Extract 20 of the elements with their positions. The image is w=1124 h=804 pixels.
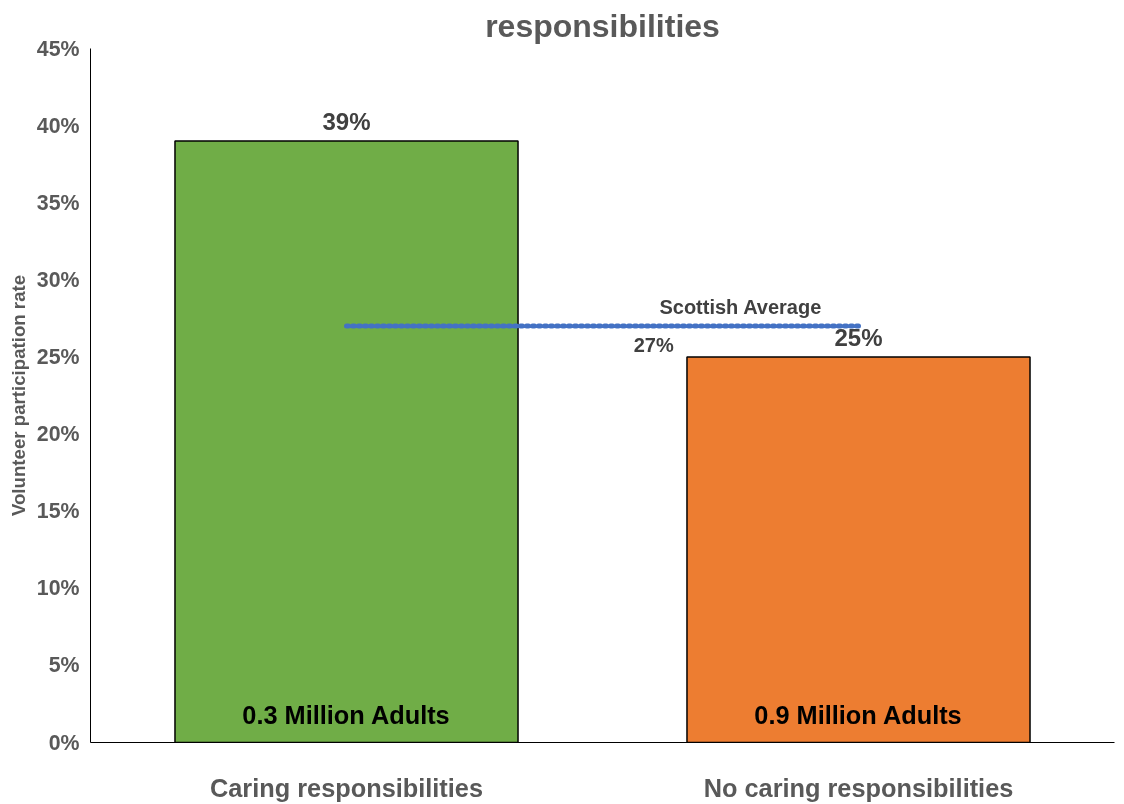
y-tick-label: 0% [48, 730, 80, 755]
y-tick-label: 10% [36, 576, 80, 601]
data-label: 39% [322, 108, 371, 136]
y-tick-label: 30% [36, 267, 80, 292]
y-tick-label: 15% [36, 499, 80, 524]
annotation: 0.9 Million Adults [754, 700, 962, 729]
y-axis-title: Volunteer participation rate [7, 274, 29, 517]
y-tick-label: 25% [36, 344, 80, 369]
y-tick-label: 35% [36, 190, 80, 215]
y-tick-label: 40% [36, 113, 80, 138]
data-label: 25% [834, 323, 883, 351]
annotation: 27% [633, 334, 674, 357]
x-tick-label: Caring responsibilities [209, 773, 484, 802]
annotation: 0.3 Million Adults [242, 700, 450, 729]
y-tick-label: 45% [36, 36, 80, 61]
chart-title: responsibilities [485, 7, 720, 44]
ref-line-label: Scottish Average [659, 296, 822, 319]
y-tick-label: 5% [48, 653, 80, 678]
y-tick-label: 20% [36, 422, 80, 447]
x-tick-label: No caring responsibilities [703, 773, 1014, 802]
